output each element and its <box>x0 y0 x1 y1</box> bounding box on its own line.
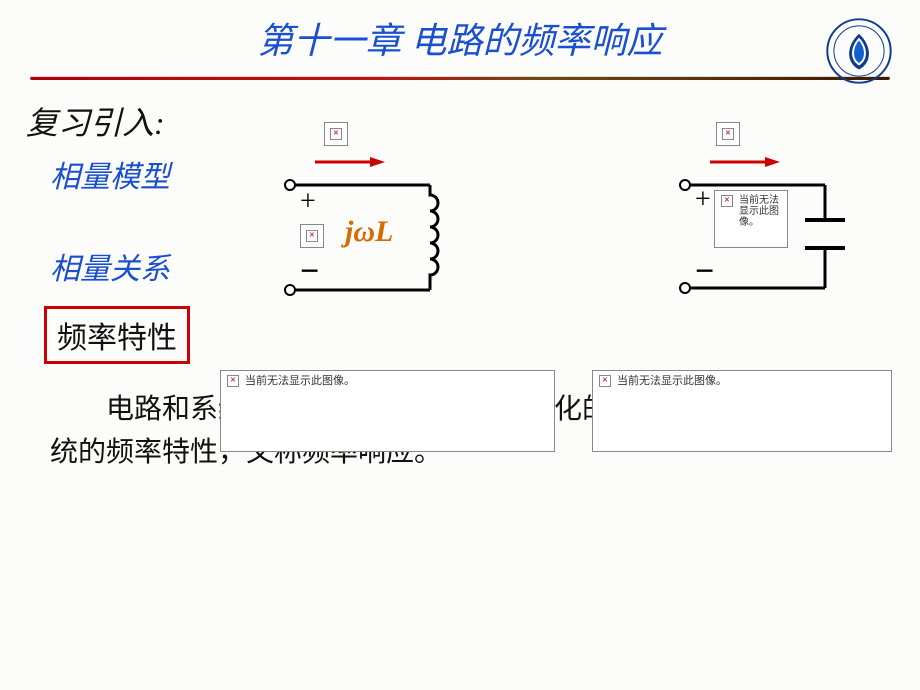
svg-text:−: − <box>300 253 319 290</box>
broken-image-icon: × <box>300 224 324 248</box>
university-logo <box>826 18 892 84</box>
section-intro: 复习引入: <box>26 98 900 144</box>
svg-text:+: + <box>300 186 316 217</box>
broken-image-relation-left: ×当前无法显示此图像。 <box>220 370 555 452</box>
formula-jwl: jωL <box>345 215 393 249</box>
divider <box>30 76 890 80</box>
slide: 第十一章 电路的频率响应 复习引入: 相量模型 + − × × jωL <box>0 0 920 690</box>
broken-image-icon: × <box>324 122 348 146</box>
broken-image-icon: × <box>716 122 740 146</box>
page-title: 第十一章 电路的频率响应 <box>20 12 900 64</box>
svg-text:+: + <box>695 184 711 215</box>
svg-text:−: − <box>695 253 714 290</box>
boxed-heading-frequency: 频率特性 <box>44 306 190 364</box>
broken-image-relation-right: ×当前无法显示此图像。 <box>592 370 892 452</box>
broken-image-box: ×当前无法显示此图像。 <box>714 190 788 248</box>
